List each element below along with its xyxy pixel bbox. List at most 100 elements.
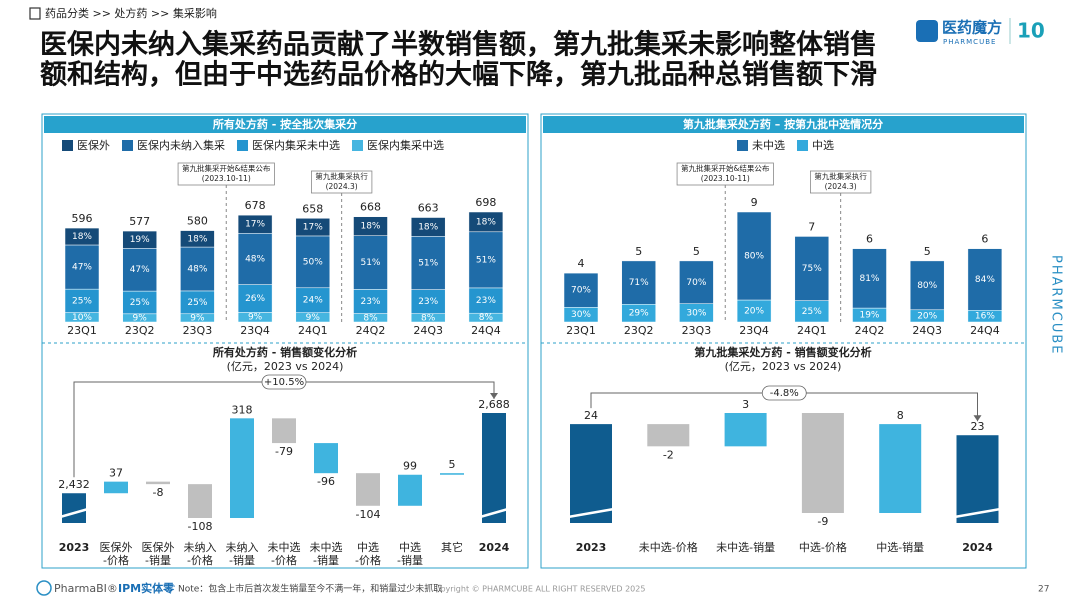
segment-label: 26% bbox=[245, 294, 265, 304]
annotation-box bbox=[676, 162, 774, 186]
segment-label: 17% bbox=[303, 223, 323, 233]
footer-icon bbox=[36, 580, 52, 596]
bar bbox=[104, 481, 128, 494]
segment-label: 80% bbox=[917, 281, 937, 291]
change-box bbox=[261, 374, 307, 390]
total-label: 668 bbox=[360, 201, 381, 214]
total-label: 5 bbox=[924, 245, 931, 258]
segment-label: 51% bbox=[418, 258, 438, 268]
segment-label: 25% bbox=[187, 298, 207, 308]
change-arrow bbox=[973, 415, 982, 422]
annotation-box bbox=[310, 170, 373, 194]
value-label: 318 bbox=[232, 403, 253, 416]
value-label: -108 bbox=[188, 520, 213, 533]
logo-sub: PHARMCUBE bbox=[943, 38, 996, 46]
title-line: 医保内未纳入集采药品贡献了半数销售额，第九批集采未影响整体销售 bbox=[40, 29, 877, 61]
bar-segment bbox=[679, 260, 714, 304]
bar bbox=[801, 413, 844, 513]
total-label: 658 bbox=[302, 202, 323, 215]
segment-label: 8% bbox=[363, 313, 378, 323]
panel-header bbox=[543, 116, 1024, 133]
total-label: 6 bbox=[866, 233, 873, 246]
segment-label: 20% bbox=[917, 311, 937, 321]
bar-segment bbox=[410, 236, 446, 290]
segment-label: 23% bbox=[418, 297, 438, 307]
chart-title: 所有处方药 - 销售额变化分析 bbox=[213, 345, 357, 359]
x-tick-label: 未纳入-销量 bbox=[226, 541, 259, 567]
segment-label: 16% bbox=[975, 312, 995, 322]
bar bbox=[272, 418, 296, 444]
x-tick-label: 未中选-价格 bbox=[639, 540, 698, 554]
bar-segment bbox=[237, 214, 273, 234]
bar-segment bbox=[295, 287, 331, 313]
bar bbox=[482, 413, 506, 523]
footer-note: Note：包含上市后首次发生销量至今不满一年，和销量过少未抓取 bbox=[178, 583, 442, 595]
annotation-text: 第九批集采执行 bbox=[814, 171, 867, 181]
footer-product: IPM实体零售 bbox=[118, 581, 185, 595]
segment-label: 50% bbox=[303, 257, 323, 267]
segment-label: 24% bbox=[303, 296, 323, 306]
legend-label: 未中选 bbox=[752, 139, 785, 152]
legend-label: 中选 bbox=[812, 139, 834, 152]
annotation-sub: (2023.10-11) bbox=[701, 174, 750, 183]
segment-label: 51% bbox=[476, 255, 496, 265]
logo-badge: 10 bbox=[1017, 19, 1045, 43]
x-tick-label: 2023 bbox=[576, 541, 607, 554]
bar-segment bbox=[468, 287, 504, 314]
annotation-sub: (2024.3) bbox=[326, 182, 358, 191]
bar bbox=[356, 473, 380, 506]
bar-segment bbox=[353, 289, 388, 314]
x-tick-label: 24Q3 bbox=[912, 324, 942, 337]
annotation-sub: (2024.3) bbox=[825, 182, 857, 191]
bar-segment bbox=[353, 216, 388, 236]
change-label: +10.5% bbox=[264, 377, 304, 388]
segment-label: 9% bbox=[133, 313, 148, 323]
legend-swatch bbox=[122, 140, 133, 151]
x-tick-label: 中选-价格 bbox=[355, 541, 381, 567]
side-label: PHARMCUBE bbox=[1049, 255, 1064, 355]
segment-label: 30% bbox=[571, 310, 591, 320]
segment-label: 84% bbox=[975, 275, 995, 285]
bar bbox=[956, 435, 999, 523]
legend-label: 医保内未纳入集采 bbox=[137, 138, 225, 152]
x-tick-label: 23Q1 bbox=[566, 324, 596, 337]
legend-label: 医保内集采未中选 bbox=[252, 138, 340, 152]
annotation-box bbox=[177, 162, 275, 186]
legend-swatch bbox=[352, 140, 363, 151]
annotation-text: 第九批集采执行 bbox=[315, 171, 368, 181]
segment-label: 48% bbox=[245, 254, 265, 264]
logo-name: 医药魔方 bbox=[942, 19, 1002, 37]
bar bbox=[188, 484, 212, 518]
x-tick-label: 中选-价格 bbox=[799, 540, 847, 554]
value-label: 24 bbox=[584, 409, 598, 422]
segment-label: 8% bbox=[479, 313, 494, 323]
axis-break bbox=[59, 507, 89, 519]
total-label: 663 bbox=[418, 202, 439, 215]
x-tick-label: 24Q3 bbox=[413, 324, 443, 337]
x-tick-label: 23Q4 bbox=[240, 324, 270, 337]
x-tick-label: 24Q4 bbox=[970, 324, 1000, 337]
segment-label: 18% bbox=[476, 217, 496, 227]
annotation-text: 第九批集采开始&结果公布 bbox=[681, 163, 770, 173]
x-tick-label: 23Q1 bbox=[67, 324, 97, 337]
bar bbox=[398, 474, 422, 506]
legend-swatch bbox=[237, 140, 248, 151]
x-tick-label: 24Q2 bbox=[855, 324, 885, 337]
value-label: -2 bbox=[663, 448, 674, 461]
segment-label: 18% bbox=[72, 232, 92, 242]
bar-segment bbox=[237, 284, 273, 313]
value-label: 2,432 bbox=[58, 478, 90, 491]
bar bbox=[146, 481, 170, 485]
annotation-box bbox=[810, 170, 872, 194]
bar bbox=[62, 493, 86, 523]
axis-break bbox=[479, 507, 509, 519]
breadcrumb: 药品分类 >> 处方药 >> 集采影响 bbox=[45, 6, 217, 20]
x-tick-label: 2023 bbox=[59, 541, 90, 554]
x-tick-label: 23Q2 bbox=[125, 324, 155, 337]
segment-label: 75% bbox=[802, 264, 822, 274]
segment-label: 47% bbox=[72, 263, 92, 273]
segment-label: 20% bbox=[744, 307, 764, 317]
x-tick-label: 24Q1 bbox=[797, 324, 827, 337]
bar-segment bbox=[122, 248, 157, 292]
